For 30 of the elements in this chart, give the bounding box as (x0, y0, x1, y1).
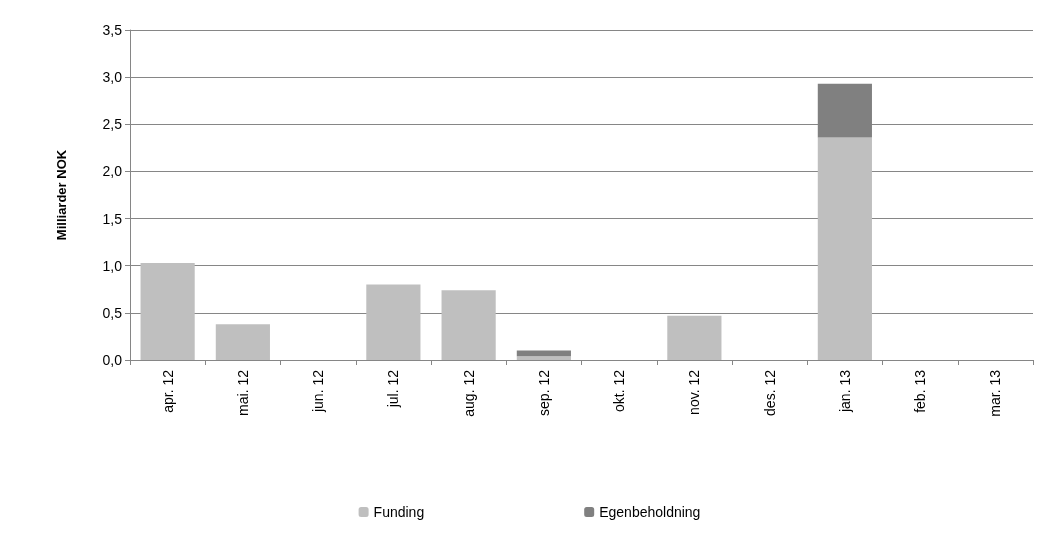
x-tick-label: apr. 12 (159, 369, 176, 413)
x-tick-label: mar. 13 (987, 369, 1004, 417)
bar (516, 356, 571, 360)
y-tick-label: 1,0 (102, 257, 123, 274)
y-tick-label: 2,5 (102, 116, 123, 133)
bar (366, 284, 421, 360)
y-tick-label: 0,5 (102, 304, 123, 321)
bar (140, 262, 195, 360)
x-tick-label: jun. 12 (310, 369, 327, 414)
bar (215, 324, 270, 360)
x-tick-label: jan. 13 (836, 369, 853, 414)
y-axis-title: Milliarder NOK (54, 149, 69, 241)
y-tick-label: 2,0 (102, 163, 123, 180)
legend-label: Egenbeholdning (599, 504, 701, 520)
y-tick-label: 3,5 (102, 22, 123, 38)
y-tick-label: 3,0 (102, 69, 123, 86)
x-tick-label: jul. 12 (385, 369, 402, 409)
x-tick-label: mai. 12 (234, 369, 251, 416)
y-tick-label: 0,0 (102, 352, 123, 368)
x-tick-label: okt. 12 (611, 369, 628, 413)
x-tick-label: des. 12 (761, 369, 778, 416)
bar (667, 315, 722, 360)
x-tick-label: aug. 12 (460, 369, 477, 417)
x-tick-label: sep. 12 (535, 369, 552, 416)
bar (817, 137, 872, 360)
x-tick-label: feb. 13 (912, 369, 929, 413)
y-tick-label: 1,5 (102, 210, 123, 227)
legend-label: Funding (373, 504, 425, 520)
x-tick-label: nov. 12 (686, 369, 703, 415)
bar (441, 290, 496, 360)
